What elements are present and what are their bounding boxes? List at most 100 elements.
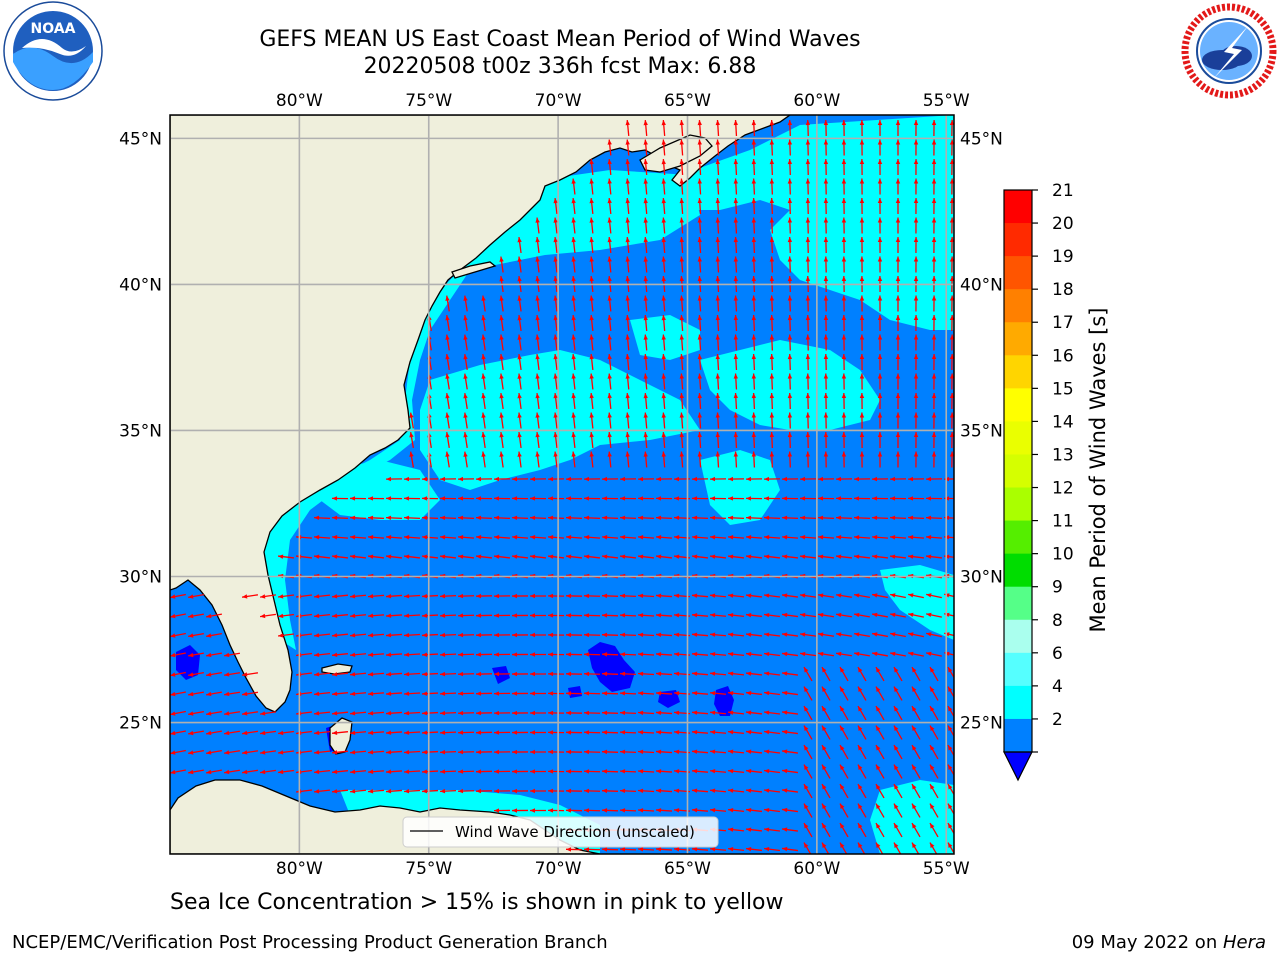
wave-arrow-1117 bbox=[929, 764, 939, 779]
wave-arrow-1139 bbox=[655, 788, 673, 793]
wave-arrow-892 bbox=[781, 671, 799, 676]
wave-arrow-1024 bbox=[839, 725, 849, 740]
wave-arrow-1054 bbox=[583, 749, 601, 755]
wave-arrow-987 bbox=[170, 730, 186, 736]
wave-arrow-608 bbox=[781, 535, 799, 540]
colorbar-tick-18: 18 bbox=[1052, 280, 1074, 300]
wave-arrow-391 bbox=[517, 412, 522, 429]
wave-arrow-1223 bbox=[911, 842, 920, 854]
wave-arrow-941 bbox=[911, 686, 921, 701]
wave-arrow-857 bbox=[908, 651, 924, 657]
wave-arrow-1146 bbox=[781, 788, 799, 793]
wave-arrow-318 bbox=[841, 353, 847, 371]
wave-arrow-960 bbox=[475, 710, 493, 716]
wave-arrow-427 bbox=[607, 431, 612, 449]
wave-arrow-845 bbox=[691, 652, 709, 657]
wave-arrow-929 bbox=[691, 691, 709, 696]
wave-arrow-703 bbox=[367, 594, 385, 599]
wave-arrow-478 bbox=[385, 476, 403, 482]
wave-arrow-939 bbox=[875, 686, 885, 701]
wave-arrow-1112 bbox=[839, 764, 849, 779]
wave-arrow-262 bbox=[913, 314, 919, 332]
lat-tick-right: 30°N bbox=[960, 568, 1003, 588]
wave-arrow-467 bbox=[769, 451, 775, 468]
wave-arrow-812 bbox=[836, 632, 852, 637]
wave-arrow-633 bbox=[547, 554, 565, 559]
wave-arrow-81 bbox=[949, 178, 954, 195]
wave-arrow-981 bbox=[857, 705, 867, 721]
wave-arrow-962 bbox=[511, 710, 529, 716]
wave-arrow-716 bbox=[601, 593, 619, 599]
wave-arrow-433 bbox=[715, 431, 721, 449]
wave-arrow-158 bbox=[571, 256, 576, 273]
chart-title: GEFS MEAN US East Coast Mean Period of W… bbox=[259, 27, 861, 52]
wave-arrow-480 bbox=[421, 476, 439, 482]
lon-tick-labels-top: 80°W 75°W 70°W 65°W 60°W 55°W bbox=[276, 91, 970, 111]
wave-arrow-131 bbox=[553, 236, 558, 254]
wave-arrow-710 bbox=[493, 593, 511, 599]
wave-arrow-1149 bbox=[839, 783, 849, 799]
wave-arrow-1205 bbox=[583, 847, 601, 852]
wave-arrow-102 bbox=[913, 197, 919, 215]
wave-arrow-275 bbox=[607, 334, 612, 351]
wave-arrow-970 bbox=[655, 710, 673, 715]
wave-arrow-1025 bbox=[857, 725, 867, 740]
wave-arrow-793 bbox=[493, 632, 511, 638]
wave-arrow-1074 bbox=[947, 744, 954, 757]
wave-arrow-1072 bbox=[911, 744, 921, 760]
wave-arrow-466 bbox=[751, 451, 757, 468]
wave-arrow-159 bbox=[589, 256, 594, 273]
wave-arrow-340 bbox=[697, 373, 702, 390]
wave-arrow-1131 bbox=[511, 788, 529, 794]
wave-arrow-975 bbox=[745, 710, 763, 715]
colorbar-bin-8 bbox=[1004, 619, 1032, 654]
wave-arrow-100 bbox=[877, 197, 883, 215]
wave-arrow-854 bbox=[854, 651, 870, 657]
wave-arrow-1181 bbox=[947, 803, 954, 816]
wave-arrow-140 bbox=[715, 236, 721, 254]
lat-tick-left: 25°N bbox=[119, 714, 162, 734]
wave-arrow-925 bbox=[619, 691, 637, 696]
wave-arrow-915 bbox=[439, 691, 457, 696]
wave-arrow-520 bbox=[511, 496, 529, 501]
wave-arrow-1118 bbox=[947, 764, 954, 777]
wave-arrow-9 bbox=[787, 119, 793, 137]
wave-arrow-794 bbox=[511, 632, 529, 638]
colorbar-bin-6 bbox=[1004, 652, 1032, 687]
wave-arrow-858 bbox=[926, 651, 942, 657]
wave-arrow-51 bbox=[805, 158, 811, 176]
wave-arrow-290 bbox=[877, 334, 883, 351]
wave-arrow-1000 bbox=[403, 730, 421, 735]
wave-arrow-1110 bbox=[803, 764, 813, 779]
noaa-logo: NOAA bbox=[3, 1, 103, 101]
wave-arrow-650 bbox=[853, 554, 871, 559]
wave-arrow-758 bbox=[601, 613, 619, 618]
wave-arrow-432 bbox=[697, 431, 702, 449]
colorbar-tick-21: 21 bbox=[1052, 181, 1074, 201]
wave-arrow-642 bbox=[709, 554, 727, 559]
wave-arrow-95 bbox=[787, 197, 793, 215]
wave-arrow-8 bbox=[769, 119, 775, 137]
wave-arrow-958 bbox=[439, 710, 457, 716]
wave-arrow-834 bbox=[493, 652, 511, 657]
wave-arrow-566 bbox=[691, 515, 709, 521]
wave-arrow-1198 bbox=[857, 822, 867, 838]
wave-arrow-909 bbox=[331, 691, 349, 696]
wave-arrow-556 bbox=[511, 515, 529, 521]
wave-arrow-1213 bbox=[727, 846, 745, 852]
wave-arrow-336 bbox=[625, 373, 630, 390]
wave-arrow-888 bbox=[709, 671, 727, 676]
wave-arrow-1157 bbox=[511, 808, 529, 813]
wave-arrow-101 bbox=[895, 197, 901, 215]
wave-arrow-568 bbox=[727, 515, 745, 521]
wave-arrow-927 bbox=[655, 691, 673, 696]
wave-arrow-603 bbox=[691, 535, 709, 540]
wave-arrow-1041 bbox=[349, 750, 367, 755]
wave-arrow-738 bbox=[206, 613, 222, 619]
wave-arrow-489 bbox=[583, 476, 601, 482]
wave-arrow-730 bbox=[854, 593, 870, 599]
wave-arrow-963 bbox=[529, 710, 547, 716]
wave-arrow-1101 bbox=[637, 769, 655, 774]
wave-arrow-264 bbox=[949, 314, 954, 332]
wave-arrow-495 bbox=[691, 476, 709, 482]
